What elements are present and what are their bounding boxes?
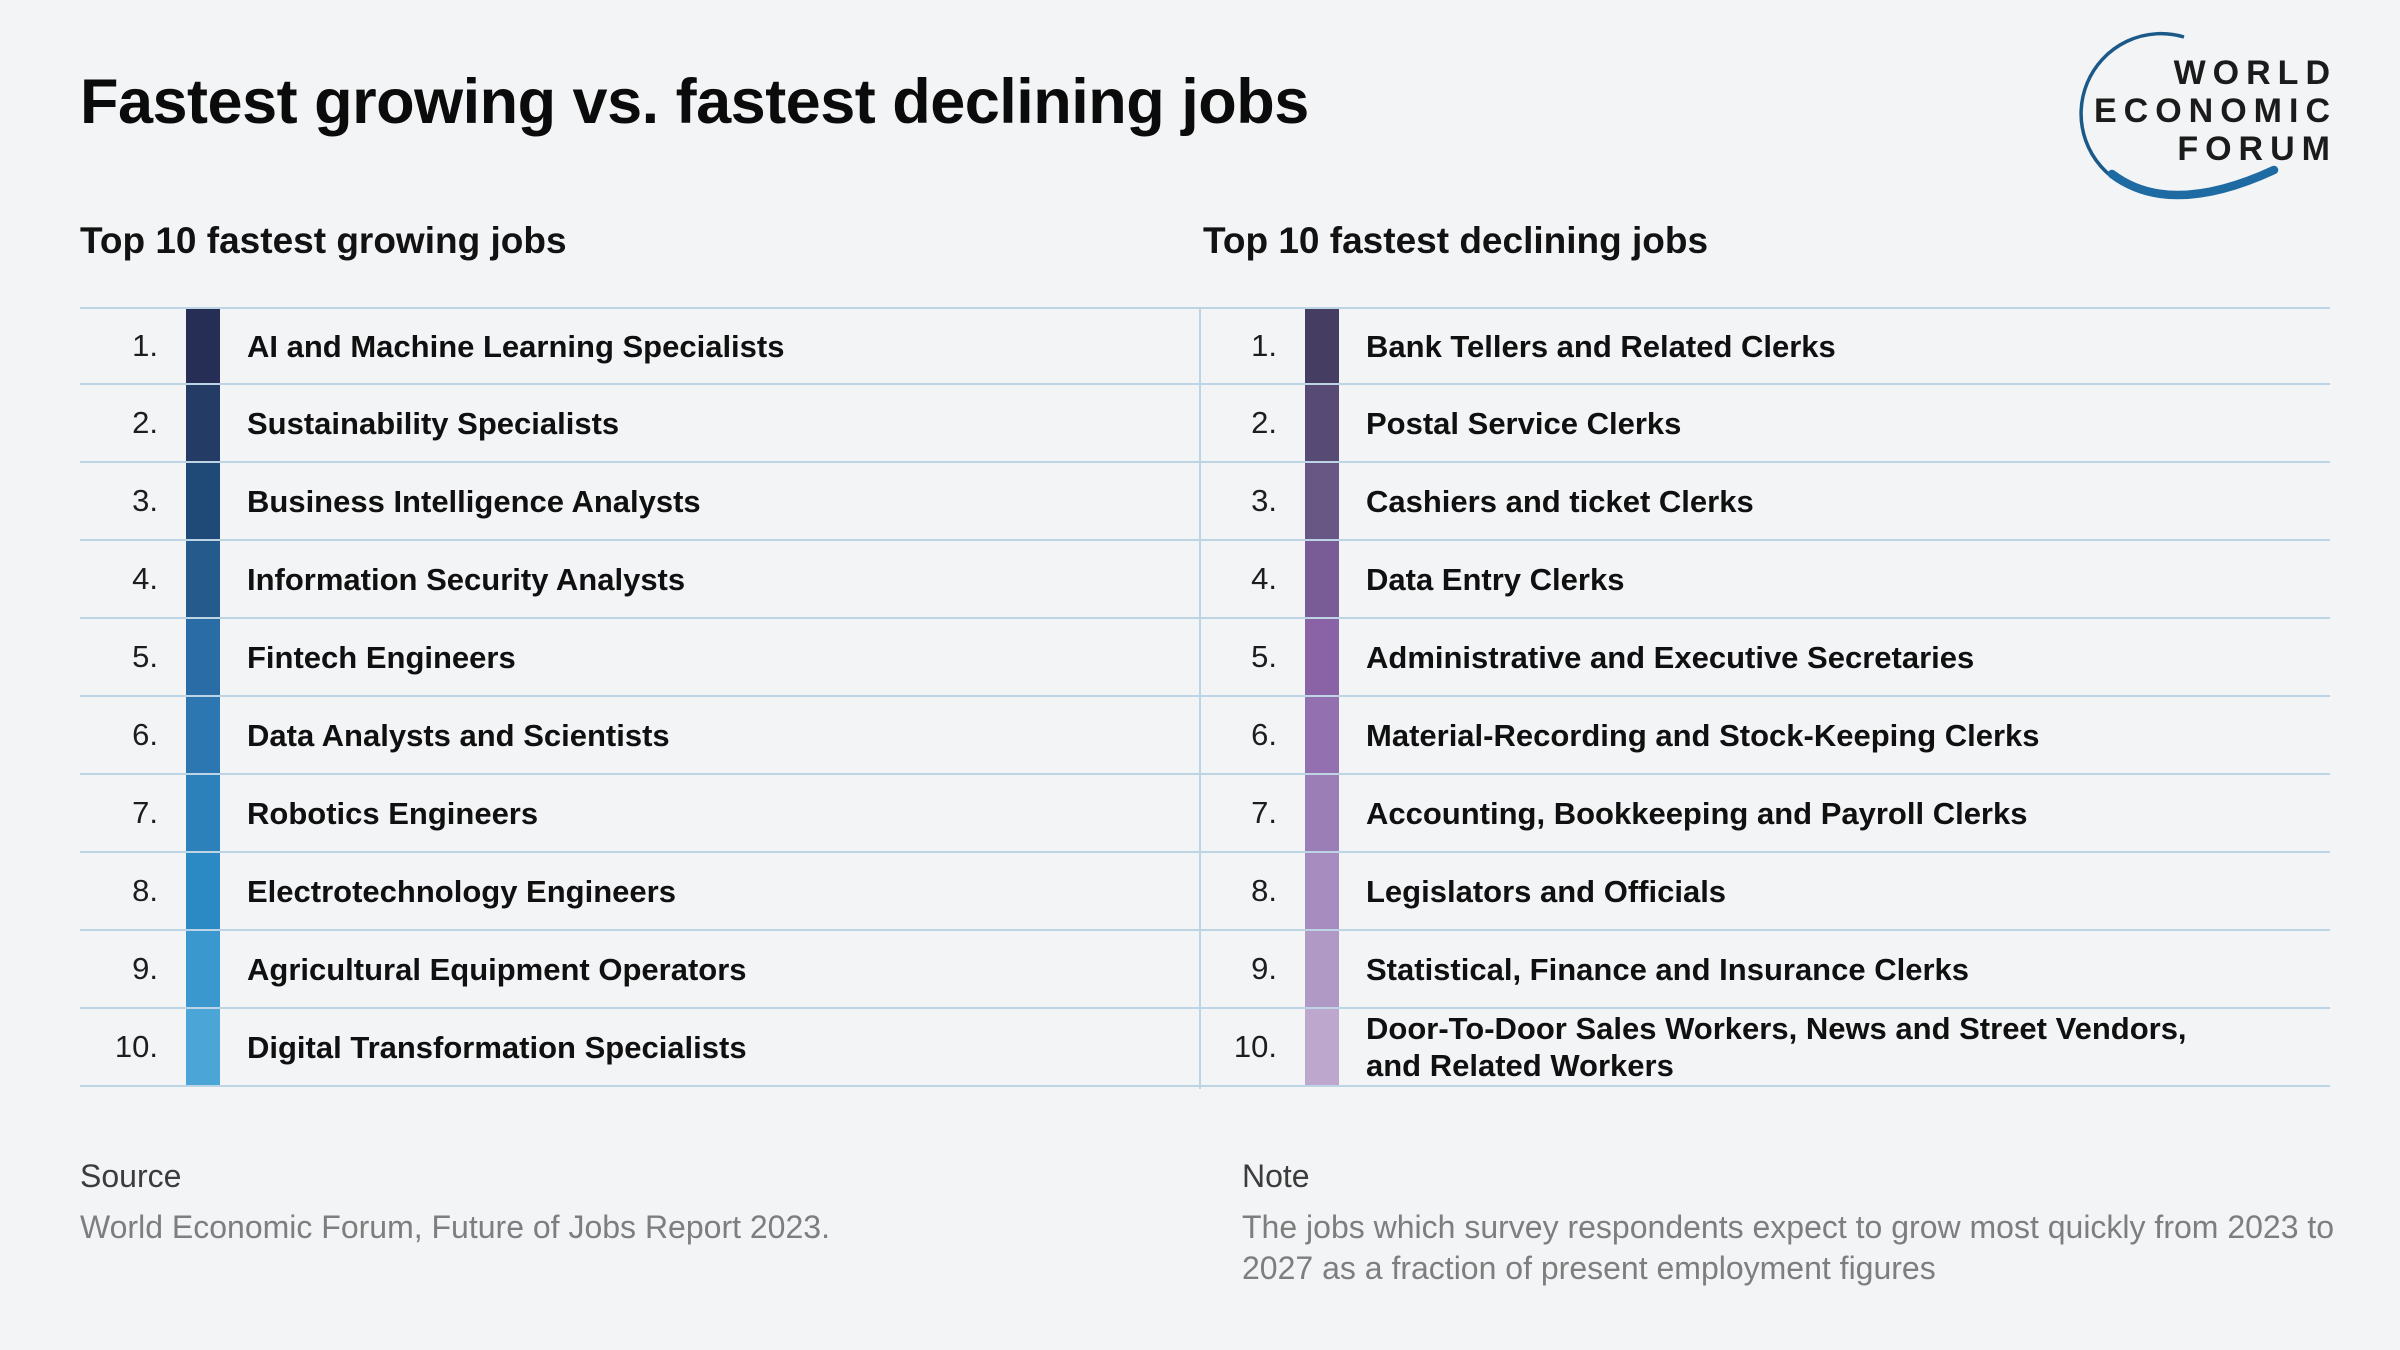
- rank-color-bar: [1305, 463, 1339, 539]
- rank-color-bar: [186, 775, 220, 851]
- job-label: Cashiers and ticket Clerks: [1366, 483, 1754, 519]
- job-label: Material-Recording and Stock-Keeping Cle…: [1366, 717, 2040, 753]
- table-row: 8. Legislators and Officials: [1199, 853, 2330, 931]
- job-label: AI and Machine Learning Specialists: [247, 328, 785, 364]
- table-row: 10. Digital Transformation Specialists: [80, 1009, 1199, 1087]
- rank-color-bar: [1305, 697, 1339, 773]
- page-title: Fastest growing vs. fastest declining jo…: [80, 67, 1309, 137]
- rank-label: 7.: [1251, 795, 1277, 830]
- rank-label: 10.: [1233, 1029, 1277, 1064]
- source-block: Source World Economic Forum, Future of J…: [80, 1156, 1160, 1248]
- job-label: Bank Tellers and Related Clerks: [1366, 328, 1836, 364]
- job-label: Business Intelligence Analysts: [247, 483, 701, 519]
- rank-label: 9.: [132, 951, 158, 986]
- rank-color-bar: [186, 619, 220, 695]
- rank-label: 5.: [132, 639, 158, 674]
- job-label: Agricultural Equipment Operators: [247, 951, 747, 987]
- job-label: Administrative and Executive Secretaries: [1366, 639, 1975, 675]
- table-row: 5. Administrative and Executive Secretari…: [1199, 619, 2330, 697]
- rank-color-bar: [1305, 775, 1339, 851]
- rank-label: 6.: [132, 717, 158, 752]
- note-text: The jobs which survey respondents expect…: [1242, 1209, 2335, 1286]
- table-row: 4. Data Entry Clerks: [1199, 541, 2330, 619]
- table-row: 6. Material-Recording and Stock-Keeping C…: [1199, 697, 2330, 775]
- note-heading: Note: [1242, 1158, 1310, 1194]
- rank-color-bar: [186, 385, 220, 461]
- declining-jobs-table: 1. Bank Tellers and Related Clerks 2. Posta…: [1199, 307, 2330, 1087]
- job-label: Information Security Analysts: [247, 561, 686, 597]
- rank-color-bar: [186, 931, 220, 1007]
- table-row: 7. Accounting, Bookkeeping and Payroll Cl…: [1199, 775, 2330, 853]
- growing-jobs-heading: Top 10 fastest growing jobs: [80, 220, 567, 261]
- rank-label: 6.: [1251, 717, 1277, 752]
- job-label: Digital Transformation Specialists: [247, 1029, 747, 1065]
- wef-logo-line: ECONOMIC: [2094, 92, 2337, 130]
- rank-color-bar: [1305, 541, 1339, 617]
- rank-label: 10.: [114, 1029, 158, 1064]
- job-label: Robotics Engineers: [247, 795, 539, 831]
- rank-label: 2.: [132, 405, 158, 440]
- wef-logo-arc-icon: [2079, 31, 2279, 200]
- wef-logo-line: WORLD: [2173, 54, 2337, 92]
- rank-label: 4.: [132, 561, 158, 596]
- column-divider: [1199, 307, 1201, 1089]
- table-row: 2. Postal Service Clerks: [1199, 385, 2330, 463]
- table-row: 10. Door-To-Door Sales Workers, News and …: [1199, 1009, 2330, 1087]
- rank-color-bar: [1305, 931, 1339, 1007]
- job-label: Postal Service Clerks: [1366, 405, 1682, 441]
- declining-jobs-heading: Top 10 fastest declining jobs: [1203, 220, 1709, 261]
- table-row: 3. Business Intelligence Analysts: [80, 463, 1199, 541]
- rank-color-bar: [186, 463, 220, 539]
- rank-label: 2.: [1251, 405, 1277, 440]
- rank-color-bar: [1305, 853, 1339, 929]
- table-row: 9. Statistical, Finance and Insurance Cle…: [1199, 931, 2330, 1009]
- table-row: 7. Robotics Engineers: [80, 775, 1199, 853]
- note-block: Note The jobs which survey respondents e…: [1242, 1156, 2377, 1289]
- table-row: 9. Agricultural Equipment Operators: [80, 931, 1199, 1009]
- rank-label: 5.: [1251, 639, 1277, 674]
- rank-color-bar: [186, 853, 220, 929]
- rank-label: 1.: [1251, 328, 1277, 363]
- table-row: 1. Bank Tellers and Related Clerks: [1199, 307, 2330, 385]
- rank-color-bar: [186, 309, 220, 383]
- growing-jobs-table: 1. AI and Machine Learning Specialists 2. S…: [80, 307, 1199, 1087]
- source-text: World Economic Forum, Future of Jobs Rep…: [80, 1209, 830, 1245]
- job-label: Statistical, Finance and Insurance Clerk…: [1366, 951, 1970, 987]
- wef-logo-line: FORUM: [2177, 130, 2337, 168]
- rank-label: 8.: [1251, 873, 1277, 908]
- table-row: 6. Data Analysts and Scientists: [80, 697, 1199, 775]
- job-label: Data Analysts and Scientists: [247, 717, 670, 753]
- rank-color-bar: [1305, 619, 1339, 695]
- job-label: Data Entry Clerks: [1366, 561, 1625, 597]
- job-label: Legislators and Officials: [1366, 873, 1727, 909]
- rank-label: 8.: [132, 873, 158, 908]
- rank-color-bar: [186, 541, 220, 617]
- wef-logo: WORLD ECONOMIC FORUM: [2094, 54, 2330, 168]
- table-row: 3. Cashiers and ticket Clerks: [1199, 463, 2330, 541]
- rank-label: 4.: [1251, 561, 1277, 596]
- rank-label: 1.: [132, 328, 158, 363]
- rank-label: 9.: [1251, 951, 1277, 986]
- table-row: 1. AI and Machine Learning Specialists: [80, 307, 1199, 385]
- source-heading: Source: [80, 1158, 182, 1194]
- job-label: Fintech Engineers: [247, 639, 516, 675]
- rank-label: 3.: [132, 483, 158, 518]
- job-label: Door-To-Door Sales Workers, News and Str…: [1366, 1011, 2187, 1083]
- job-label: Sustainability Specialists: [247, 405, 620, 441]
- table-row: 2. Sustainability Specialists: [80, 385, 1199, 463]
- rank-color-bar: [186, 1009, 220, 1085]
- rank-color-bar: [1305, 1009, 1339, 1085]
- table-row: 4. Information Security Analysts: [80, 541, 1199, 619]
- rank-color-bar: [1305, 385, 1339, 461]
- job-label: Accounting, Bookkeeping and Payroll Cler…: [1366, 795, 2028, 831]
- rank-color-bar: [186, 697, 220, 773]
- rank-label: 7.: [132, 795, 158, 830]
- table-row: 5. Fintech Engineers: [80, 619, 1199, 697]
- table-row: 8. Electrotechnology Engineers: [80, 853, 1199, 931]
- rank-label: 3.: [1251, 483, 1277, 518]
- rank-color-bar: [1305, 309, 1339, 383]
- job-label: Electrotechnology Engineers: [247, 873, 676, 909]
